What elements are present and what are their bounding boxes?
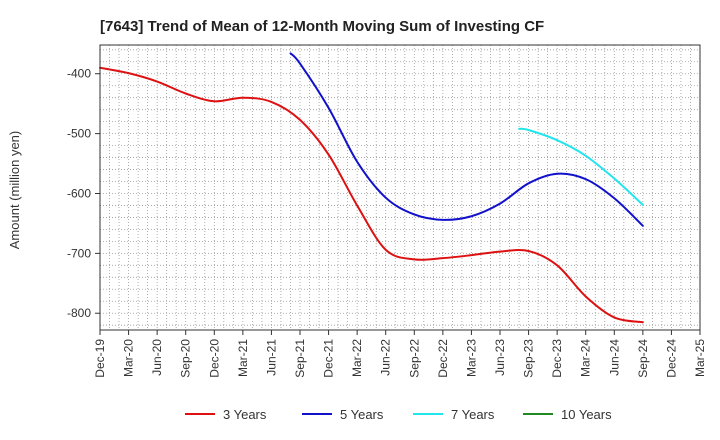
x-tick-label: Sep-21	[293, 339, 307, 378]
x-tick-label: Dec-19	[93, 339, 107, 378]
x-tick-label: Sep-20	[179, 339, 193, 378]
series-line-7-years	[518, 127, 644, 206]
x-tick-label: Jun-21	[264, 339, 278, 376]
plot-frame	[99, 44, 701, 331]
grid-layer	[100, 45, 700, 330]
x-tick-label: Sep-23	[522, 339, 536, 378]
x-tick-label: Jun-20	[150, 339, 164, 376]
x-tick-label: Sep-24	[636, 339, 650, 378]
x-tick-label: Dec-24	[664, 339, 678, 378]
x-tick-label: Mar-21	[236, 339, 250, 377]
y-tick-label: -400	[67, 67, 91, 81]
legend-label-5-years: 5 Years	[340, 407, 384, 422]
y-axis: -400 -500 -600 -700 -800	[67, 67, 100, 320]
x-axis: Dec-19 Mar-20 Jun-20 Sep-20 Dec-20 Mar-21 Jun-…	[93, 330, 707, 378]
x-tick-label: Jun-24	[607, 339, 621, 376]
series-line-3-years	[99, 66, 644, 324]
y-tick-label: -600	[67, 186, 91, 200]
y-tick-label: -700	[67, 246, 91, 260]
y-axis-title: Amount (million yen)	[7, 131, 22, 250]
x-tick-label: Jun-22	[379, 339, 393, 376]
x-tick-label: Sep-22	[407, 339, 421, 378]
series-line-5-years	[289, 52, 644, 227]
y-tick-label: -800	[67, 306, 91, 320]
x-tick-label: Mar-23	[464, 339, 478, 377]
x-tick-label: Mar-25	[693, 339, 707, 377]
x-tick-label: Dec-21	[322, 339, 336, 378]
legend-label-3-years: 3 Years	[223, 407, 267, 422]
x-tick-label: Dec-23	[550, 339, 564, 378]
y-tick-label: -500	[67, 127, 91, 141]
legend-label-7-years: 7 Years	[451, 407, 495, 422]
legend: 3 Years 5 Years 7 Years 10 Years	[185, 407, 612, 422]
x-tick-label: Jun-23	[493, 339, 507, 376]
x-tick-label: Dec-22	[436, 339, 450, 378]
x-tick-label: Mar-24	[579, 339, 593, 377]
x-tick-label: Dec-20	[207, 339, 221, 378]
series-layer	[99, 52, 644, 324]
legend-label-10-years: 10 Years	[561, 407, 612, 422]
x-tick-label: Mar-22	[350, 339, 364, 377]
chart-title: [7643] Trend of Mean of 12-Month Moving …	[100, 18, 544, 35]
x-tick-label: Mar-20	[122, 339, 136, 377]
